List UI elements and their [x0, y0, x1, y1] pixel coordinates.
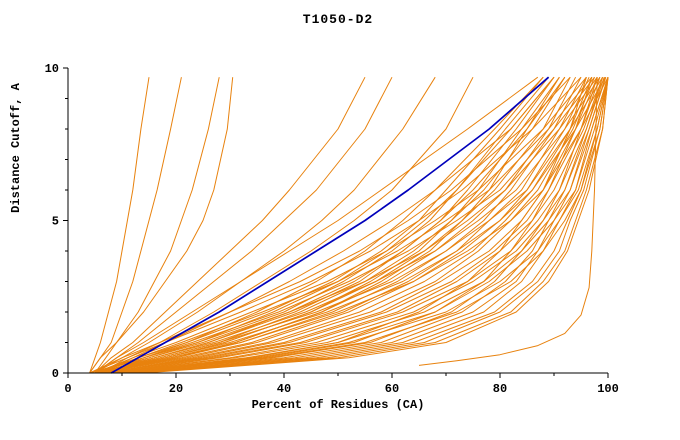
- y-axis: 0 5 10: [45, 62, 69, 381]
- series-model-49: [138, 77, 609, 374]
- series-model-23: [105, 77, 601, 374]
- series-model-47: [132, 77, 609, 374]
- series-model-02: [89, 77, 182, 374]
- x-tick-label: 60: [385, 382, 399, 396]
- series-model-21: [105, 77, 595, 374]
- series-model-24: [111, 77, 604, 374]
- series-model-54: [100, 76, 560, 374]
- chart-title: T1050-D2: [302, 12, 374, 27]
- x-tick-label: 80: [493, 382, 507, 396]
- series-model-06: [94, 76, 393, 374]
- series-model-04: [89, 77, 234, 374]
- series-model-50: [143, 77, 609, 374]
- series-model-45: [127, 77, 606, 374]
- series-model-27: [111, 77, 609, 374]
- x-tick-label: 0: [64, 382, 71, 396]
- series-reference-model: [110, 76, 550, 374]
- series-model-51: [94, 76, 544, 374]
- series-model-55: [105, 76, 566, 374]
- x-axis-label: Percent of Residues (CA): [251, 398, 425, 412]
- series-model-19: [100, 76, 590, 374]
- series-model-05: [94, 76, 366, 374]
- series-model-09: [94, 76, 539, 374]
- series-model-26: [111, 77, 607, 374]
- series-model-56-outlier-low: [418, 77, 598, 366]
- series-model-41: [111, 77, 587, 374]
- series-model-42: [116, 77, 593, 374]
- series-model-32: [89, 76, 582, 374]
- series-model-33: [94, 76, 587, 374]
- series-model-25: [111, 77, 605, 374]
- y-tick-label: 0: [52, 367, 59, 381]
- x-axis: 0 20 40 60 80 100: [64, 372, 619, 396]
- series-model-52: [94, 76, 549, 374]
- model-curves: [89, 76, 609, 374]
- x-tick-label: 100: [597, 382, 619, 396]
- series-model-07: [94, 76, 436, 374]
- series-model-08: [100, 76, 474, 374]
- x-tick-label: 20: [169, 382, 183, 396]
- series-model-12: [89, 76, 555, 374]
- series-model-03: [94, 77, 220, 374]
- series-model-48: [132, 77, 609, 374]
- series-model-20: [105, 77, 593, 374]
- series-model-39: [105, 76, 606, 374]
- y-tick-label: 10: [45, 62, 59, 76]
- x-tick-label: 40: [277, 382, 291, 396]
- series-model-46: [127, 77, 609, 374]
- series-model-35: [94, 76, 595, 374]
- series-model-43: [121, 77, 598, 374]
- series-model-44: [121, 77, 604, 374]
- series-model-38: [100, 76, 604, 374]
- series-model-01: [89, 77, 150, 374]
- series-model-53: [100, 76, 555, 374]
- series-model-31: [89, 76, 571, 374]
- y-tick-label: 5: [52, 215, 59, 229]
- series-model-22: [105, 77, 598, 374]
